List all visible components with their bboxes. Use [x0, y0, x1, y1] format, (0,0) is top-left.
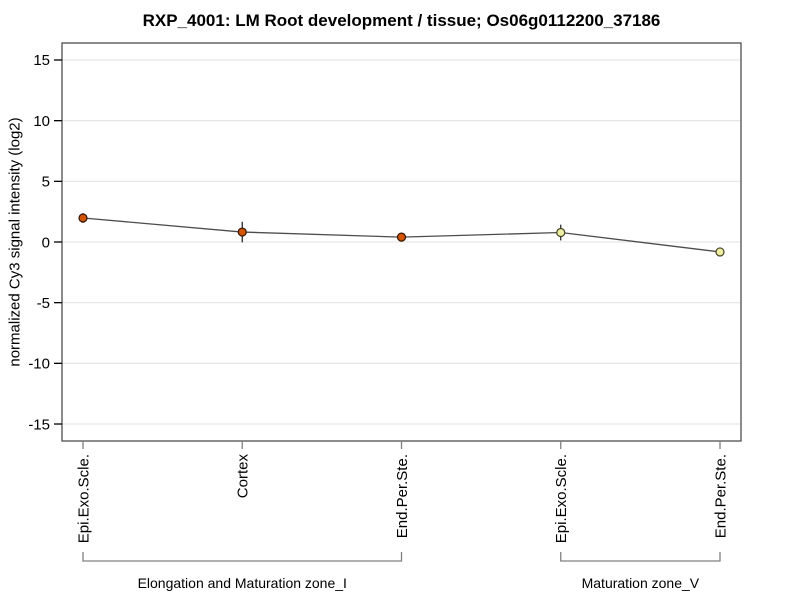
group-label: Elongation and Maturation zone_I	[138, 575, 347, 591]
y-axis-label: normalized Cy3 signal intensity (log2)	[6, 117, 23, 366]
y-tick-label: -15	[28, 416, 50, 433]
chart-title: RXP_4001: LM Root development / tissue; …	[142, 11, 661, 30]
y-tick-label: 10	[33, 113, 50, 130]
y-tick-label: 5	[42, 174, 50, 191]
data-point	[237, 227, 247, 237]
x-tick-label: Cortex	[235, 454, 252, 499]
group-bracket	[82, 552, 403, 562]
group-bracket	[560, 552, 721, 562]
data-point	[556, 227, 566, 238]
y-tick-label: -5	[37, 295, 50, 312]
x-tick-label: Epi.Exo.Scle.	[75, 454, 92, 543]
y-tick-label: 15	[33, 52, 50, 69]
x-tick-label: End.Per.Ste.	[712, 454, 729, 538]
x-tick-label: Epi.Exo.Scle.	[553, 454, 570, 543]
data-point	[715, 247, 725, 257]
data-point	[396, 232, 407, 242]
x-tick-label: End.Per.Ste.	[394, 454, 411, 538]
y-tick-label: 0	[42, 234, 50, 251]
y-tick-label: -10	[28, 356, 50, 373]
data-point	[78, 213, 88, 223]
group-label: Maturation zone_V	[582, 575, 700, 591]
